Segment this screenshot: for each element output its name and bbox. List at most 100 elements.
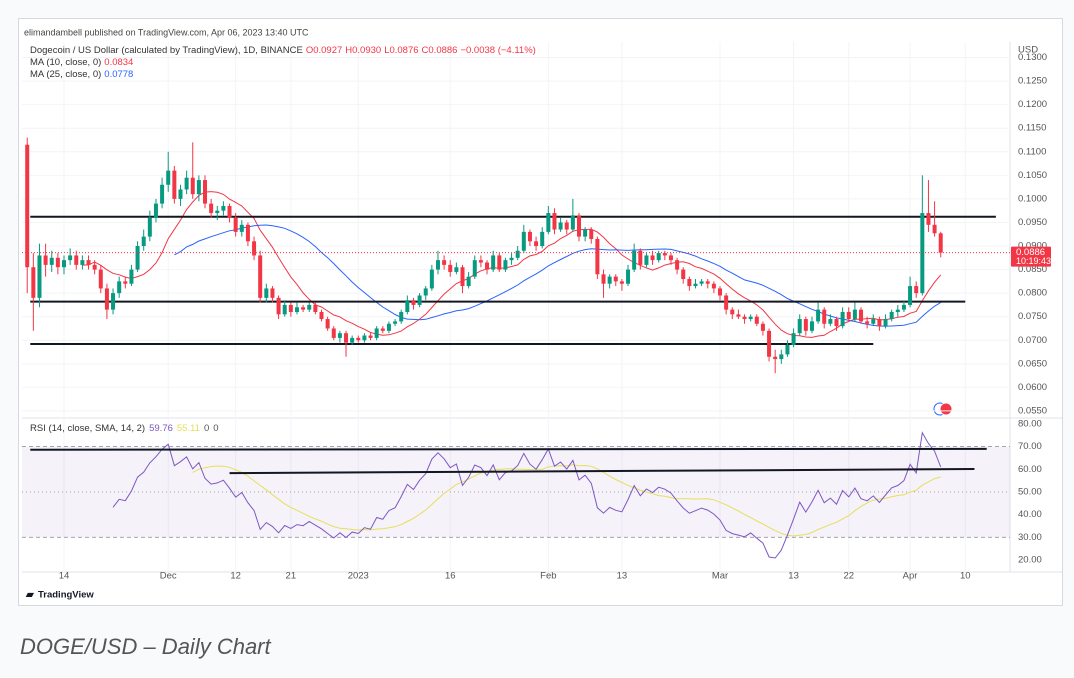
x-tick-label: 2023 <box>348 571 369 582</box>
candle-body <box>74 255 79 265</box>
ma-legend-label: MA (25, close, 0) <box>30 69 101 80</box>
candle-body <box>797 319 802 334</box>
candle-body <box>117 281 122 294</box>
candle-body <box>668 255 673 261</box>
candle-body <box>203 180 208 204</box>
rsi-tick-label: 20.00 <box>1018 554 1042 565</box>
ohlc-readout: −0.0038 (−4.11%) <box>460 45 535 56</box>
candle-body <box>270 288 275 298</box>
candle-body <box>546 213 551 232</box>
candle-body <box>926 213 931 225</box>
candle-body <box>828 319 833 324</box>
candle-body <box>264 288 269 298</box>
caption: DOGE/USD – Daily Chart <box>20 634 272 659</box>
candle-body <box>889 311 894 320</box>
candle-body <box>184 177 189 190</box>
x-tick-label: 22 <box>843 571 854 582</box>
candle-body <box>215 210 220 214</box>
candle-body <box>503 260 508 270</box>
candle-body <box>859 309 864 322</box>
candle-body <box>730 309 735 315</box>
candle-body <box>865 321 870 324</box>
logo: ▰ TradingView <box>25 590 94 601</box>
candle-body <box>619 281 624 284</box>
candle-body <box>754 316 759 324</box>
price-tag-countdown: 10:19:43 <box>1016 256 1051 266</box>
candle-body <box>662 253 667 256</box>
candle-body <box>515 250 520 258</box>
y-tick-label: 0.1100 <box>1018 146 1046 157</box>
candle-body <box>221 205 226 211</box>
candle-body <box>405 300 410 312</box>
price-tag <box>1011 246 1051 267</box>
candle-body <box>325 319 330 329</box>
y-tick-label: 0.0900 <box>1018 241 1047 252</box>
x-tick-label: 12 <box>230 571 241 582</box>
candle-body <box>196 180 201 195</box>
candle-body <box>252 241 257 256</box>
candle-body <box>417 295 422 305</box>
candle-body <box>454 267 459 272</box>
rsi-legend-value: 59.76 <box>149 423 173 434</box>
currency: USD <box>1018 45 1038 56</box>
rsi-tick-label: 50.00 <box>1018 486 1042 497</box>
candle-body <box>25 144 30 268</box>
candle-body <box>98 269 103 289</box>
candle-body <box>724 295 729 310</box>
rsi-tick-label: 40.00 <box>1018 509 1042 520</box>
candle-body <box>675 260 680 270</box>
rsi-tick-label: 60.00 <box>1018 464 1042 475</box>
candle-body <box>552 213 557 230</box>
candle-body <box>92 264 97 270</box>
y-tick-label: 0.1000 <box>1018 193 1047 204</box>
candle-body <box>742 316 747 320</box>
rsi-tick-label: 80.00 <box>1018 418 1042 429</box>
candle-body <box>362 335 367 341</box>
rsi-legend-value: 55.11 <box>177 423 200 434</box>
candle-body <box>43 255 48 265</box>
candle-body <box>61 260 66 268</box>
candle-body <box>595 238 600 275</box>
candle-body <box>809 321 814 331</box>
y-tick-label: 0.1200 <box>1018 99 1047 110</box>
candle-body <box>699 281 704 284</box>
candle-body <box>356 337 361 341</box>
candle-body <box>871 319 876 324</box>
candle-body <box>877 319 882 327</box>
candle-body <box>172 170 177 199</box>
candle-body <box>589 229 594 239</box>
candle-body <box>773 356 778 360</box>
x-tick-label: Dec <box>160 571 177 582</box>
candle-body <box>245 224 250 242</box>
x-tick-label: Mar <box>712 571 728 582</box>
candle-body <box>491 255 496 270</box>
candle-body <box>141 236 146 247</box>
price-tag-value: 0.0886 <box>1016 247 1045 258</box>
candle-body <box>37 255 42 298</box>
y-tick-label: 0.0800 <box>1018 288 1047 299</box>
candle-body <box>209 203 214 214</box>
candle-body <box>55 257 60 268</box>
candle-body <box>656 253 661 261</box>
candle-body <box>791 333 796 345</box>
x-tick-label: Apr <box>903 571 918 582</box>
candle-body <box>374 328 379 338</box>
y-tick-label: 0.0550 <box>1018 405 1047 416</box>
candle-body <box>803 319 808 331</box>
candle-body <box>282 304 287 315</box>
publisher: elimandambell published on TradingView.c… <box>24 27 309 37</box>
candle-body <box>681 269 686 280</box>
ohlc-readout: L0.0876 <box>384 45 418 56</box>
x-tick-label: 10 <box>960 571 971 582</box>
candle-body <box>576 215 581 237</box>
candle-body <box>460 267 465 287</box>
candle-body <box>485 262 490 270</box>
candle-body <box>705 281 710 284</box>
candle-body <box>111 293 116 310</box>
candle-body <box>509 257 514 261</box>
rsi-tick-label: 30.00 <box>1018 532 1042 543</box>
candle-body <box>129 269 134 284</box>
candle-body <box>938 233 943 253</box>
candle-body <box>748 316 753 320</box>
rsi-legend-value: 0 <box>213 423 218 434</box>
